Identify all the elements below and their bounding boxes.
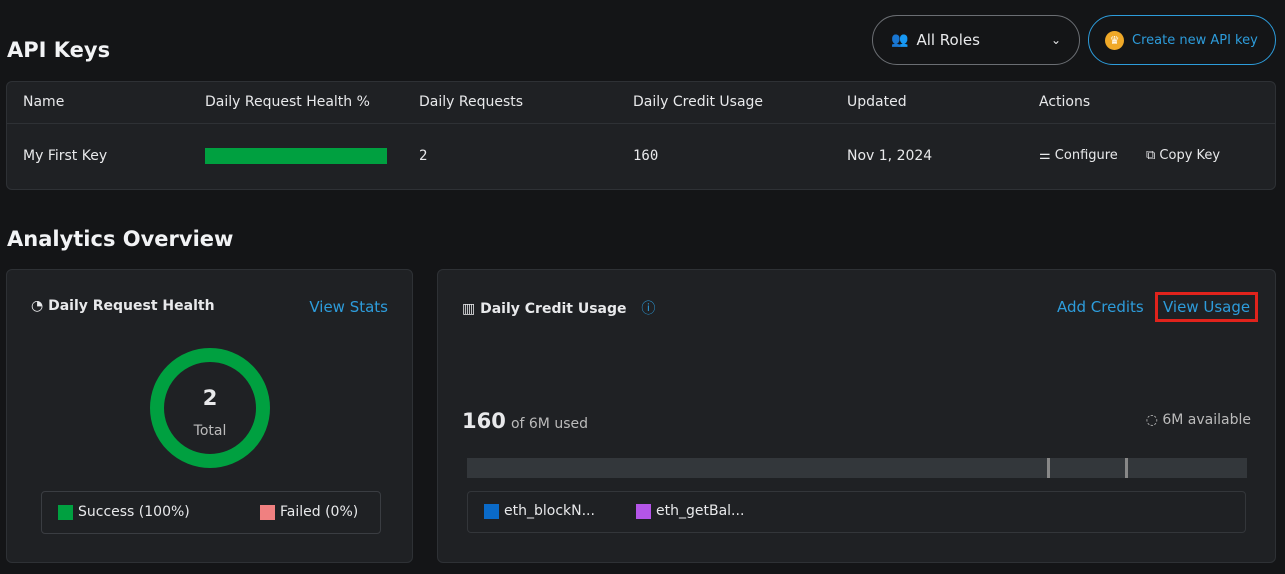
legend-label: eth_getBal... [656, 503, 745, 519]
col-name: Name [23, 94, 65, 110]
copy-label: Copy Key [1159, 148, 1221, 163]
legend-swatch-eth-blocknumber [484, 504, 499, 519]
col-requests: Daily Requests [419, 94, 524, 110]
page-title: API Keys [7, 38, 111, 62]
configure-button[interactable]: ⚌ Configure [1039, 148, 1118, 163]
pie-chart-icon: ◔ [31, 298, 49, 314]
configure-label: Configure [1054, 148, 1118, 163]
analytics-title: Analytics Overview [7, 227, 234, 251]
total-value: 2 [202, 386, 218, 410]
credit-usage-card: ▥ Daily Credit Usage ⓘ Add Credits View … [437, 269, 1276, 563]
request-health-card: ◔ Daily Request Health View Stats 2 Tota… [6, 269, 413, 563]
credit-usage-bar [467, 458, 1247, 478]
credit-legend: eth_blockN... eth_getBal... [467, 491, 1246, 533]
bar-chart-icon: ▥ [462, 301, 481, 317]
sliders-icon: ⚌ [1039, 148, 1055, 163]
legend-label: eth_blockN... [504, 503, 595, 519]
role-filter-value: All Roles [916, 31, 980, 49]
daily-requests: 2 [419, 148, 428, 164]
available-text: 6M available [1162, 412, 1251, 428]
add-credits-link[interactable]: Add Credits [1057, 298, 1144, 316]
key-name: My First Key [23, 148, 108, 164]
api-keys-table [6, 81, 1276, 190]
credit-title-text: Daily Credit Usage [480, 301, 627, 317]
role-filter-dropdown[interactable]: 👥 All Roles ⌄ [872, 15, 1080, 65]
credits-available: ◌ 6M available [1146, 412, 1251, 428]
gauge-icon: ◌ [1145, 412, 1163, 428]
legend-swatch-eth-getbalance [636, 504, 651, 519]
total-label: Total [193, 423, 227, 439]
bar-marker [1047, 458, 1050, 478]
credits-used: 160 of 6M used [462, 409, 588, 433]
info-icon[interactable]: ⓘ [641, 301, 656, 317]
view-stats-link[interactable]: View Stats [309, 298, 388, 316]
chevron-down-icon: ⌄ [1050, 33, 1061, 47]
col-updated: Updated [847, 94, 907, 110]
col-credits: Daily Credit Usage [633, 94, 764, 110]
success-swatch [58, 505, 73, 520]
col-actions: Actions [1039, 94, 1091, 110]
failed-label: Failed (0%) [280, 504, 359, 520]
health-bar [205, 148, 387, 164]
success-label: Success (100%) [78, 504, 190, 520]
col-health: Daily Request Health % [205, 94, 370, 110]
copy-icon: ⧉ [1146, 148, 1160, 163]
health-legend: Success (100%) Failed (0%) [41, 491, 381, 534]
users-icon: 👥 [891, 32, 909, 48]
health-title-text: Daily Request Health [48, 298, 215, 314]
credit-card-title: ▥ Daily Credit Usage ⓘ [462, 298, 655, 318]
used-value: 160 [462, 409, 506, 433]
used-suffix: of 6M used [510, 416, 588, 432]
create-label: Create new API key [1132, 32, 1258, 48]
crown-icon: ♛ [1105, 30, 1124, 50]
copy-key-button[interactable]: ⧉ Copy Key [1146, 148, 1220, 163]
updated-date: Nov 1, 2024 [847, 148, 933, 164]
daily-credits: 160 [633, 148, 659, 164]
health-card-title: ◔ Daily Request Health [31, 298, 215, 314]
view-usage-link[interactable]: View Usage [1155, 292, 1259, 322]
create-api-key-button[interactable]: ♛ Create new API key [1088, 15, 1276, 65]
bar-marker [1125, 458, 1128, 478]
failed-swatch [260, 505, 275, 520]
